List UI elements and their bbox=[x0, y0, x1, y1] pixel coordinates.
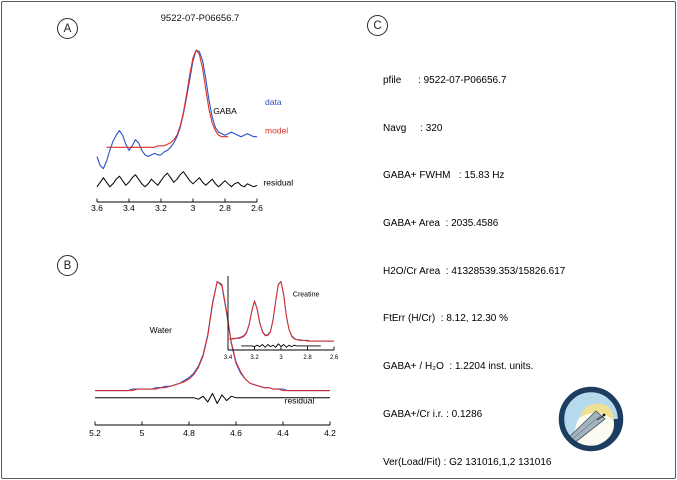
annotation-data: data bbox=[265, 97, 282, 107]
x-tick-label: 2.8 bbox=[303, 355, 312, 361]
creatine-inset-plot: 3.4 3.2 3 2.8 2.6 Creatine bbox=[224, 276, 339, 361]
annotation-creatine: Creatine bbox=[293, 292, 320, 299]
info-line-gaba-cr: GABA+/Cr i.r. : 0.1286 bbox=[383, 408, 483, 420]
series-model-line bbox=[95, 281, 330, 392]
info-line-pfile: pfile : 9522-07-P06656.7 bbox=[383, 74, 507, 86]
annotation-water: Water bbox=[150, 325, 173, 335]
panel-a-badge: A bbox=[57, 18, 78, 39]
info-line-h2o-cr-area: H2O/Cr Area : 41328539.353/15826.617 bbox=[383, 265, 566, 277]
info-line-fterr: FtErr (H/Cr) : 8.12, 12.30 % bbox=[383, 313, 509, 325]
x-tick-label: 3.2 bbox=[155, 203, 167, 213]
info-line-gaba-h2o: GABA+ / H₂O : 1.2204 inst. units. bbox=[383, 361, 534, 373]
water-spectrum-plot: 5.2 5 4.8 4.6 4.4 4.2 Water residual bbox=[89, 280, 336, 438]
logo-ring bbox=[558, 386, 624, 452]
x-tick-label: 4.2 bbox=[324, 428, 336, 438]
annotation-residual: residual bbox=[285, 396, 315, 406]
series-residual-line bbox=[241, 343, 321, 348]
x-tick-label: 5 bbox=[140, 428, 145, 438]
x-tick-label: 3.2 bbox=[250, 355, 259, 361]
x-tick-label: 4.8 bbox=[183, 428, 195, 438]
gaba-spectrum-plot: 3.6 3.4 3.2 3 2.8 2.6 GABA data model residual bbox=[91, 49, 293, 213]
info-line-gaba-area: GABA+ Area : 2035.4586 bbox=[383, 217, 499, 229]
gaba-plot-title: 9522-07-P06656.7 bbox=[160, 13, 240, 24]
annotation-residual: residual bbox=[263, 177, 293, 187]
fit-info-panel: pfile : 9522-07-P06656.7 Navg : 320 GABA… bbox=[383, 41, 565, 480]
series-residual-line bbox=[95, 392, 330, 404]
x-tick-label: 4.6 bbox=[230, 428, 242, 438]
series-data-line bbox=[96, 49, 257, 170]
x-tick-label: 2.6 bbox=[330, 355, 339, 361]
x-tick-label: 2.6 bbox=[251, 203, 263, 213]
x-tick-label: 4.4 bbox=[277, 428, 289, 438]
x-tick-label: 3 bbox=[279, 355, 283, 361]
x-tick-label: 3.6 bbox=[91, 203, 103, 213]
panel-c-badge: C bbox=[367, 15, 388, 36]
annotation-gaba: GABA bbox=[213, 106, 237, 116]
panel-b-badge: B bbox=[57, 255, 78, 276]
info-line-fwhm: GABA+ FWHM : 15.83 Hz bbox=[383, 170, 505, 182]
x-tick-label: 3.4 bbox=[123, 203, 135, 213]
bird-eye bbox=[602, 413, 606, 417]
x-tick-label: 5.2 bbox=[89, 428, 101, 438]
eye-line bbox=[596, 415, 604, 421]
series-model-line bbox=[106, 49, 229, 148]
x-tick-label: 3 bbox=[191, 203, 196, 213]
series-residual-line bbox=[96, 171, 258, 188]
series-data-line bbox=[228, 281, 334, 342]
info-line-version: Ver(Load/Fit) : G2 131016,1,2 131016 bbox=[383, 456, 552, 468]
series-model-line bbox=[228, 281, 334, 342]
x-tick-label: 3.4 bbox=[224, 355, 233, 361]
annotation-model: model bbox=[265, 126, 288, 136]
x-tick-label: 2.8 bbox=[219, 203, 231, 213]
info-line-navg: Navg : 320 bbox=[383, 122, 443, 134]
gannet-logo bbox=[558, 386, 624, 452]
